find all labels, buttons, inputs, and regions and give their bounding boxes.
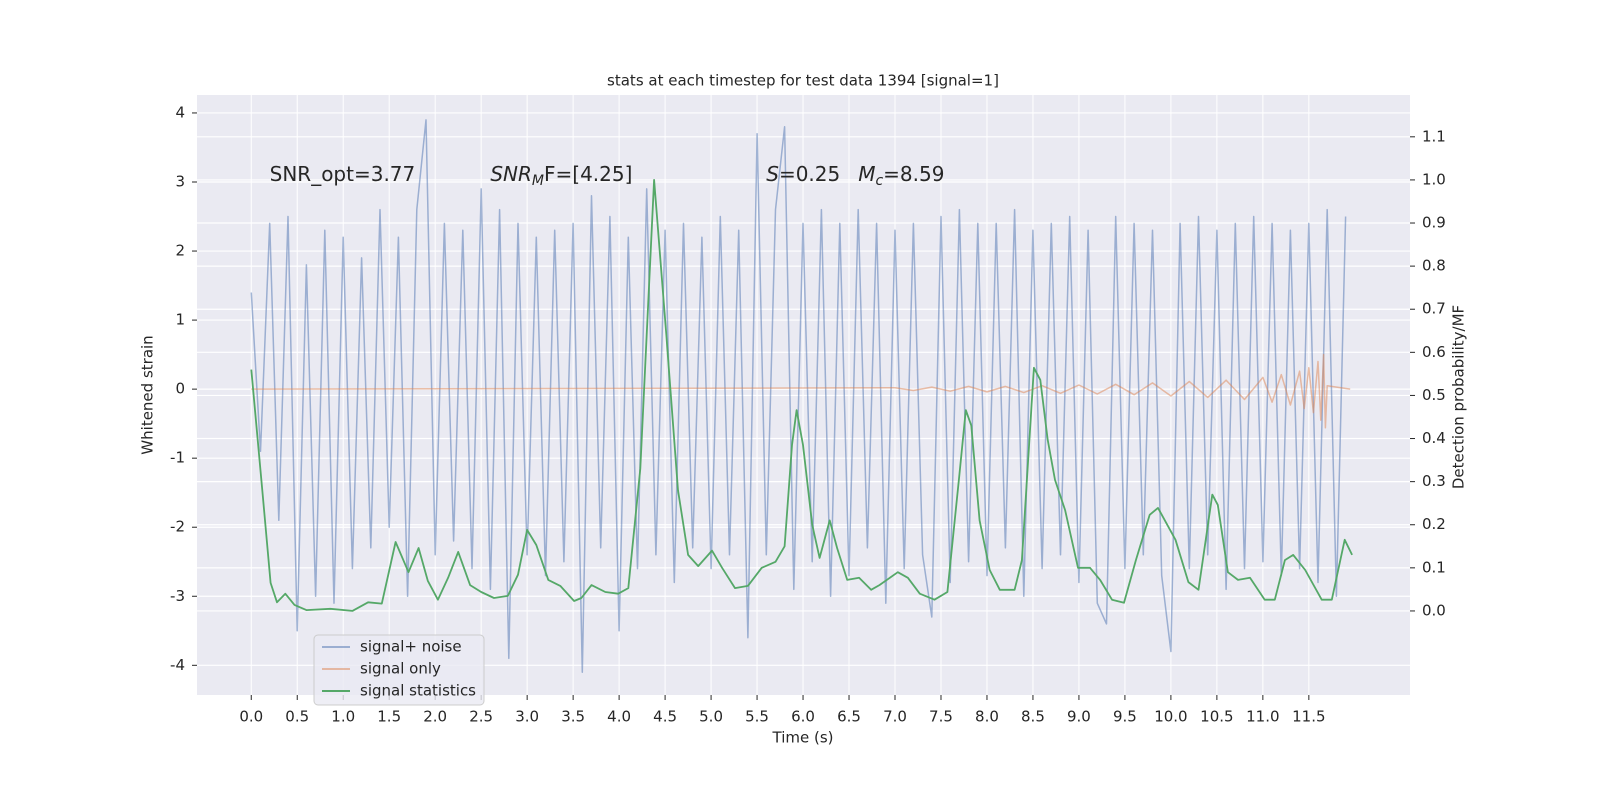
labels: 0.0 0.5 1.0 1.5 2.0 2.5 3.0 3.5 4.0 4.5 5.0 5.5 6.0 6… [170,103,1446,725]
y-tick-label: 4 [175,103,185,121]
y2-tick-label: 0.7 [1422,300,1446,318]
x-tick-label: 5.0 [699,708,723,726]
x-tick-label: 4.0 [607,708,631,726]
series-line [250,179,1353,612]
marks [250,119,1353,673]
annotation-main: SNR [490,162,532,186]
legend-label: signal statistics [360,682,476,700]
y2-tick-label: 0.3 [1422,472,1446,490]
annotation-main: S [766,162,779,186]
x-tick-label: 6.5 [837,708,861,726]
y-tick-label: -4 [170,656,185,674]
x-tick-label: 3.5 [561,708,585,726]
y2-axis-label: Detection probability/MF [1450,305,1468,489]
x-tick-label: 0.5 [285,708,309,726]
x-tick-label: 7.0 [883,708,907,726]
annotation: SNRMF=[4.25] [490,162,632,190]
y-tick-label: 2 [175,242,185,260]
annotation: SNR_opt=3.77 [270,162,416,186]
y-tick-label: -2 [170,518,185,536]
y2-tick-label: 0.5 [1422,386,1446,404]
y2-tick-label: 0.6 [1422,343,1446,361]
x-tick-label: 6.0 [791,708,815,726]
x-tick-label: 8.0 [975,708,999,726]
x-tick-label: 2.0 [423,708,447,726]
x-tick-label: 9.5 [1113,708,1137,726]
y2-tick-label: 0.0 [1422,601,1446,619]
series-line [251,353,1351,429]
annotation-sub: M [532,173,544,189]
legend-box [313,634,485,706]
x-tick-label: 0.0 [239,708,263,726]
annotation-main: SNR_opt=3.77 [270,162,416,186]
x-tick-label: 9.0 [1067,708,1091,726]
y2-tick-label: 0.4 [1422,429,1446,447]
annotation: S=0.25 [766,162,840,186]
y2-tick-label: 0.9 [1422,214,1446,232]
annotation: Mc=8.59 [858,162,944,190]
y2-tick-label: 0.1 [1422,558,1446,576]
x-tick-label: 2.5 [469,708,493,726]
y-tick-label: 1 [175,311,185,329]
x-tick-label: 10.5 [1200,708,1233,726]
y-tick-label: -3 [170,587,185,605]
legend: signal+ noise signal only signal statistic… [313,634,485,706]
legend-label: signal only [360,660,441,678]
y2-tick-label: 1.0 [1422,170,1446,188]
x-tick-label: 3.0 [515,708,539,726]
legend-label: signal+ noise [360,638,462,656]
annotation-tail: =0.25 [779,162,840,186]
chart-title: stats at each timestep for test data 139… [607,72,999,90]
series-line [250,119,1347,673]
y-tick-label: -1 [170,449,185,467]
y2-tick-label: 0.8 [1422,257,1446,275]
x-tick-label: 4.5 [653,708,677,726]
y-axis-label: Whitened strain [139,335,157,454]
annotation-main: M [858,162,875,186]
x-tick-label: 1.5 [377,708,401,726]
x-tick-label: 10.0 [1154,708,1187,726]
y-tick-label: 3 [175,172,185,190]
x-axis-label: Time (s) [772,729,834,747]
y2-tick-label: 1.1 [1422,127,1446,145]
annotation-sub: c [875,173,883,189]
x-tick-label: 11.5 [1292,708,1325,726]
annotation-tail: F=[4.25] [544,162,632,186]
y2-tick-label: 0.2 [1422,515,1446,533]
x-tick-label: 5.5 [745,708,769,726]
y-tick-label: 0 [175,380,185,398]
x-tick-label: 1.0 [331,708,355,726]
x-tick-label: 7.5 [929,708,953,726]
x-tick-label: 8.5 [1021,708,1045,726]
x-tick-label: 11.0 [1246,708,1279,726]
annotation-tail: =8.59 [883,162,944,186]
